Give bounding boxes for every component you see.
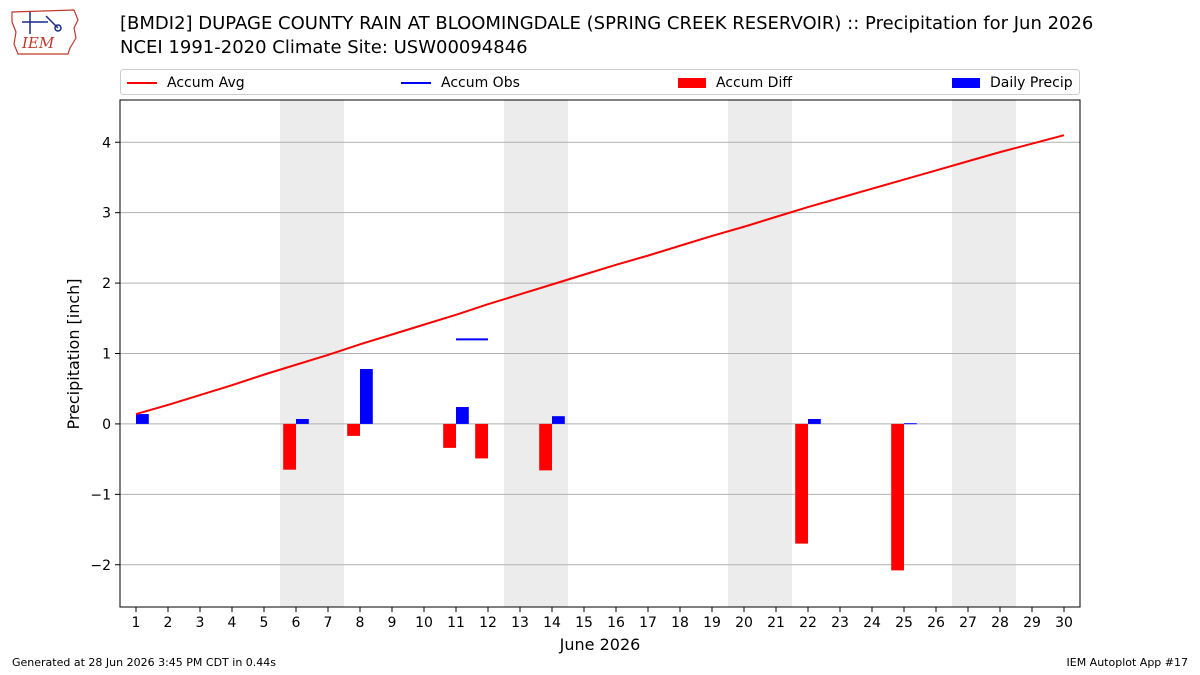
daily-precip-bar xyxy=(456,407,469,424)
x-tick-label: 10 xyxy=(415,615,433,631)
daily-precip-bar xyxy=(296,418,309,424)
x-tick-label: 5 xyxy=(260,615,269,631)
x-tick-label: 30 xyxy=(1055,615,1073,631)
accum-diff-bar xyxy=(283,423,296,470)
x-tick-label: 18 xyxy=(671,615,689,631)
x-tick-label: 22 xyxy=(799,615,817,631)
x-tick-label: 2 xyxy=(164,615,173,631)
accum-avg-line xyxy=(135,134,1065,416)
daily-precip-bar xyxy=(808,418,821,424)
accum-diff-bar xyxy=(443,423,456,448)
x-tick-label: 26 xyxy=(927,615,945,631)
x-tick-label: 14 xyxy=(543,615,561,631)
x-tick-label: 12 xyxy=(479,615,497,631)
x-tick-label: 19 xyxy=(703,615,721,631)
x-tick-label: 21 xyxy=(767,615,785,631)
x-tick-label: 7 xyxy=(324,615,333,631)
x-tick-label: 28 xyxy=(991,615,1009,631)
y-tick-label: 0 xyxy=(102,417,111,433)
legend-label: Accum Diff xyxy=(716,75,793,91)
x-tick-label: 24 xyxy=(863,615,881,631)
footer-app: IEM Autoplot App #17 xyxy=(1066,656,1189,669)
x-tick-label: 16 xyxy=(607,615,625,631)
daily-precip-bar xyxy=(552,416,565,424)
iem-logo: IEM xyxy=(8,6,82,58)
accum-diff-bar xyxy=(891,423,904,571)
x-tick-label: 17 xyxy=(639,615,657,631)
x-tick-label: 11 xyxy=(447,615,465,631)
x-tick-label: 23 xyxy=(831,615,849,631)
daily-precip-bar xyxy=(136,414,149,424)
x-tick-label: 3 xyxy=(196,615,205,631)
legend-label: Accum Obs xyxy=(441,75,520,91)
accum-diff-bar xyxy=(347,423,360,436)
y-tick-label: 2 xyxy=(102,276,111,292)
daily-precip-bar xyxy=(360,368,373,424)
x-tick-label: 15 xyxy=(575,615,593,631)
x-tick-label: 29 xyxy=(1023,615,1041,631)
x-tick-label: 25 xyxy=(895,615,913,631)
x-tick-label: 1 xyxy=(132,615,141,631)
x-tick-label: 13 xyxy=(511,615,529,631)
legend-item-accum-avg: Accum Avg xyxy=(127,74,245,92)
x-tick-label: 4 xyxy=(228,615,237,631)
x-axis-label: June 2026 xyxy=(559,635,641,654)
chart-subtitle: NCEI 1991-2020 Climate Site: USW00094846 xyxy=(120,37,528,58)
x-tick-label: 27 xyxy=(959,615,977,631)
legend-item-daily-precip: Daily Precip xyxy=(952,74,1073,92)
y-tick-label: 1 xyxy=(102,347,111,363)
legend-item-accum-obs: Accum Obs xyxy=(401,74,520,92)
legend-item-accum-diff: Accum Diff xyxy=(678,74,792,92)
x-tick-label: 8 xyxy=(356,615,365,631)
logo-text: IEM xyxy=(21,34,55,52)
x-tick-label: 9 xyxy=(388,615,397,631)
footer-generated: Generated at 28 Jun 2026 3:45 PM CDT in … xyxy=(12,656,277,669)
x-tick-label: 6 xyxy=(292,615,301,631)
legend-swatch xyxy=(952,78,980,88)
y-tick-label: 3 xyxy=(102,206,111,222)
x-tick-label: 20 xyxy=(735,615,753,631)
accum-diff-bar xyxy=(795,423,808,544)
y-tick-label: −1 xyxy=(90,487,111,503)
y-tick-label: 4 xyxy=(102,135,111,151)
iowa-outline-icon xyxy=(11,9,79,55)
y-tick-label: −2 xyxy=(90,558,111,574)
legend-swatch xyxy=(127,82,157,84)
legend: Accum Avg Accum Obs Accum Diff Daily Pre… xyxy=(120,69,1080,95)
legend-swatch xyxy=(678,78,706,88)
chart-title: [BMDI2] DUPAGE COUNTY RAIN AT BLOOMINGDA… xyxy=(120,13,1094,34)
legend-swatch xyxy=(401,82,431,84)
accum-diff-bar xyxy=(539,423,552,471)
legend-label: Accum Avg xyxy=(167,75,245,91)
weather-station-icon xyxy=(22,12,62,34)
y-axis-label: Precipitation [inch] xyxy=(64,278,83,429)
daily-precip-bar xyxy=(904,423,917,425)
accum-diff-bar xyxy=(475,423,488,459)
legend-label: Daily Precip xyxy=(990,75,1073,91)
